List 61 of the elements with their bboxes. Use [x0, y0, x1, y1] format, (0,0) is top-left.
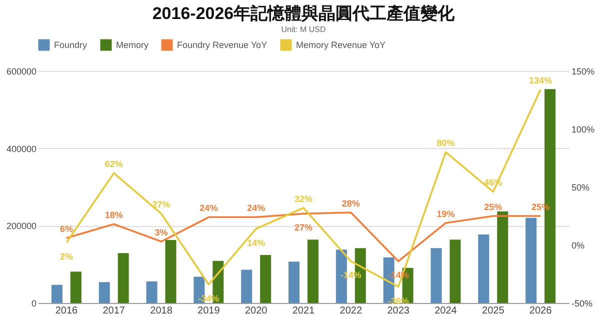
x-tick-label: 2017 — [102, 306, 126, 316]
legend-label: Foundry Revenue YoY — [177, 40, 268, 50]
x-tick-label: 2019 — [198, 306, 220, 316]
bar — [70, 272, 82, 303]
y-tick-label: 0 — [31, 298, 36, 308]
bar — [288, 262, 300, 303]
y-tick-label: 200000 — [6, 221, 36, 232]
bar — [430, 248, 442, 303]
data-label: -14% — [388, 270, 409, 280]
data-label: -36% — [388, 296, 409, 306]
bar — [146, 281, 158, 303]
data-label: 62% — [104, 159, 123, 170]
data-label: 24% — [200, 203, 218, 214]
bar — [478, 234, 490, 303]
data-label: 6% — [60, 224, 73, 234]
data-label: 14% — [247, 238, 266, 248]
data-label: 32% — [294, 194, 313, 204]
bar — [526, 218, 537, 303]
bar — [450, 240, 461, 303]
x-tick-label: 2020 — [244, 306, 268, 316]
data-label: 134% — [529, 76, 552, 86]
x-tick-label: 2023 — [387, 306, 410, 316]
bar — [241, 270, 252, 303]
legend-label: Memory Revenue YoY — [296, 40, 386, 50]
data-label: 80% — [436, 138, 455, 148]
legend-label: Foundry — [54, 40, 88, 50]
x-tick-label: 2026 — [529, 306, 552, 316]
data-label: 27% — [294, 222, 313, 233]
bar — [497, 211, 508, 303]
bar — [98, 282, 110, 303]
bar — [307, 240, 318, 303]
bar — [260, 255, 272, 303]
x-tick-label: 2024 — [434, 306, 458, 316]
data-label: 18% — [104, 210, 123, 220]
y2-tick-label: -50% — [572, 298, 593, 308]
data-label: 27% — [152, 200, 170, 210]
x-tick-label: 2018 — [150, 306, 173, 316]
data-label: 25% — [484, 202, 502, 212]
y2-tick-label: 150% — [572, 66, 595, 76]
x-tick-label: 2016 — [55, 306, 78, 316]
chart-title: 2016-2026年記憶體與晶圓代工產值變化 — [152, 4, 456, 23]
y2-tick-label: 100% — [572, 124, 595, 134]
text: Unit: M USD — [281, 25, 326, 34]
x-tick-label: 2022 — [340, 306, 362, 316]
y-tick-label: 600000 — [6, 66, 36, 76]
data-label: 2% — [60, 252, 73, 262]
data-label: -14% — [340, 270, 362, 280]
bar — [118, 253, 129, 303]
y2-tick-label: 50% — [572, 182, 590, 192]
y2-tick-label: 0% — [572, 240, 585, 250]
bar — [51, 284, 62, 303]
y-tick-label: 400000 — [6, 144, 36, 154]
legend-label: Memory — [116, 40, 149, 50]
data-label: 24% — [247, 203, 266, 214]
data-label: 28% — [342, 198, 360, 209]
bar — [165, 240, 176, 303]
data-label: 19% — [436, 208, 455, 219]
x-tick-label: 2025 — [482, 306, 505, 316]
data-label: -34% — [198, 293, 220, 304]
data-label: 3% — [154, 228, 168, 238]
x-tick-label: 2021 — [292, 306, 316, 316]
